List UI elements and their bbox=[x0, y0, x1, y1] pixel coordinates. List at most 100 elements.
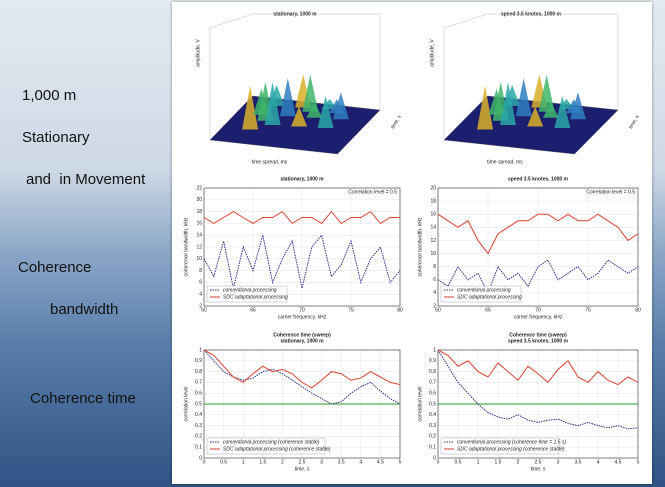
y-tick-label: 8 bbox=[433, 264, 436, 270]
x-tick-label: 3 bbox=[320, 459, 323, 465]
y-tick-label: 18 bbox=[196, 209, 202, 215]
y-tick-label: 0.6 bbox=[195, 391, 202, 397]
x-tick-label: 4 bbox=[359, 459, 362, 465]
x-tick-label: 75 bbox=[348, 307, 354, 313]
y-tick-label: 6 bbox=[199, 280, 202, 286]
label-block: Coherence bandwidth bbox=[18, 236, 118, 341]
surface-peak bbox=[242, 85, 259, 130]
label-line: Coherence time bbox=[30, 390, 136, 407]
x-tick-label: 70 bbox=[535, 307, 541, 313]
x-tick-label: 60 bbox=[201, 307, 207, 313]
series-line bbox=[203, 349, 401, 405]
y-tick-label: 16 bbox=[196, 221, 202, 227]
x-tick-label: 3 bbox=[557, 459, 560, 465]
surface-box bbox=[209, 13, 381, 140]
surface-peak bbox=[527, 106, 544, 127]
x-axis-label: carrier frequency, kHz bbox=[514, 314, 563, 320]
y-tick-label: 14 bbox=[430, 225, 436, 231]
x-tick-label: 4.5 bbox=[615, 459, 622, 465]
annotation: Correlation level = 0.5 bbox=[586, 189, 635, 195]
y-tick-label: 4 bbox=[199, 292, 202, 298]
surface-peak bbox=[328, 99, 345, 114]
legend-box bbox=[206, 285, 288, 303]
y-tick-label: 0.1 bbox=[195, 445, 202, 451]
y-tick-label: 20 bbox=[430, 185, 436, 191]
legend-label: SDC adaptational processing bbox=[223, 294, 288, 300]
y-axis-label: correlation level bbox=[183, 386, 189, 421]
y-tick-label: 0 bbox=[199, 455, 202, 461]
legend-label: SDC adaptational processing (coherence s… bbox=[457, 446, 565, 452]
x-tick-label: 0.5 bbox=[220, 459, 227, 465]
plot-frame bbox=[437, 187, 639, 307]
chart-title: Coherence time (sweep) bbox=[273, 332, 331, 338]
legend-label: conventional processing (coherence time … bbox=[457, 439, 566, 445]
y-tick-label: 0.8 bbox=[429, 369, 436, 375]
surface-peak bbox=[317, 96, 334, 128]
surface-peak bbox=[538, 74, 555, 112]
y-tick-label: 0.7 bbox=[195, 380, 202, 386]
y-tick-label: 0.9 bbox=[429, 358, 436, 364]
x-tick-label: 3.5 bbox=[575, 459, 582, 465]
x-tick-label: 1 bbox=[477, 459, 480, 465]
x-tick-label: 80 bbox=[635, 307, 641, 313]
label-line: Stationary bbox=[22, 129, 90, 146]
y-tick-label: 8 bbox=[199, 268, 202, 274]
surface-peak bbox=[500, 82, 517, 125]
x-tick-label: 4 bbox=[597, 459, 600, 465]
y-tick-label: 1 bbox=[199, 347, 202, 353]
chart-title: Coherence time (sweep) bbox=[509, 332, 567, 338]
x-tick-label: 3.5 bbox=[338, 459, 345, 465]
x-tick-label: 80 bbox=[397, 307, 403, 313]
y-tick-label: 14 bbox=[196, 233, 202, 239]
legend-label: conventional processing bbox=[457, 287, 511, 293]
x-tick-label: 0 bbox=[203, 459, 206, 465]
label-line: bandwidth bbox=[50, 301, 119, 318]
chart-subtitle: speed 3.5 knotes, 1000 m bbox=[508, 338, 569, 344]
label-line: and in Movement bbox=[26, 171, 146, 188]
y-tick-label: 0.8 bbox=[195, 369, 202, 375]
x-tick-label: 1.5 bbox=[495, 459, 502, 465]
series-line bbox=[437, 213, 639, 255]
surface-peak bbox=[488, 88, 505, 115]
plot-frame bbox=[203, 187, 401, 307]
x-tick-label: 2 bbox=[281, 459, 284, 465]
x-axis-label: carrier frequency, kHz bbox=[278, 314, 327, 320]
y-tick-label: 0.2 bbox=[429, 434, 436, 440]
y-tick-label: 22 bbox=[196, 185, 202, 191]
y-tick-label: 0.5 bbox=[195, 401, 202, 407]
x-tick-label: 5 bbox=[637, 459, 640, 465]
x-tick-label: 1.5 bbox=[259, 459, 266, 465]
annotation: Correlation level = 0.5 bbox=[348, 189, 397, 195]
surface-peak bbox=[515, 78, 532, 117]
surface-box bbox=[443, 13, 619, 140]
label-line: 1,000 m bbox=[22, 87, 77, 104]
x-axis-label: time spread, ms bbox=[252, 159, 288, 165]
x-tick-label: 0 bbox=[437, 459, 440, 465]
y-tick-label: 18 bbox=[430, 198, 436, 204]
y-tick-label: 0 bbox=[433, 455, 436, 461]
y-tick-label: 0.7 bbox=[429, 380, 436, 386]
y-tick-label: 0.5 bbox=[429, 401, 436, 407]
label-block: 1,000 m Stationary and in Movement bbox=[22, 64, 145, 211]
series-line bbox=[437, 349, 639, 430]
y-tick-label: 10 bbox=[430, 251, 436, 257]
z-axis-label: amplitude, V bbox=[195, 38, 201, 66]
x-tick-label: 65 bbox=[485, 307, 491, 313]
legend-box bbox=[440, 285, 522, 303]
x-tick-label: 2.5 bbox=[535, 459, 542, 465]
y-tick-label: 0.9 bbox=[195, 358, 202, 364]
y-tick-label: 2 bbox=[433, 303, 436, 309]
legend-label: SDC adaptational processing bbox=[457, 294, 522, 300]
x-tick-label: 1 bbox=[242, 459, 245, 465]
surface-peak bbox=[253, 88, 270, 115]
legend-box bbox=[440, 437, 560, 455]
surface-peak bbox=[554, 96, 571, 128]
chart-title: speed 3.5 knotes, 1000 m bbox=[508, 176, 569, 182]
x-tick-label: 0.5 bbox=[455, 459, 462, 465]
y-tick-label: 12 bbox=[196, 244, 202, 250]
series-line bbox=[437, 349, 639, 386]
surface-peak bbox=[279, 78, 296, 117]
surface-peak bbox=[477, 85, 494, 130]
x-axis-label: time, s bbox=[295, 466, 310, 472]
